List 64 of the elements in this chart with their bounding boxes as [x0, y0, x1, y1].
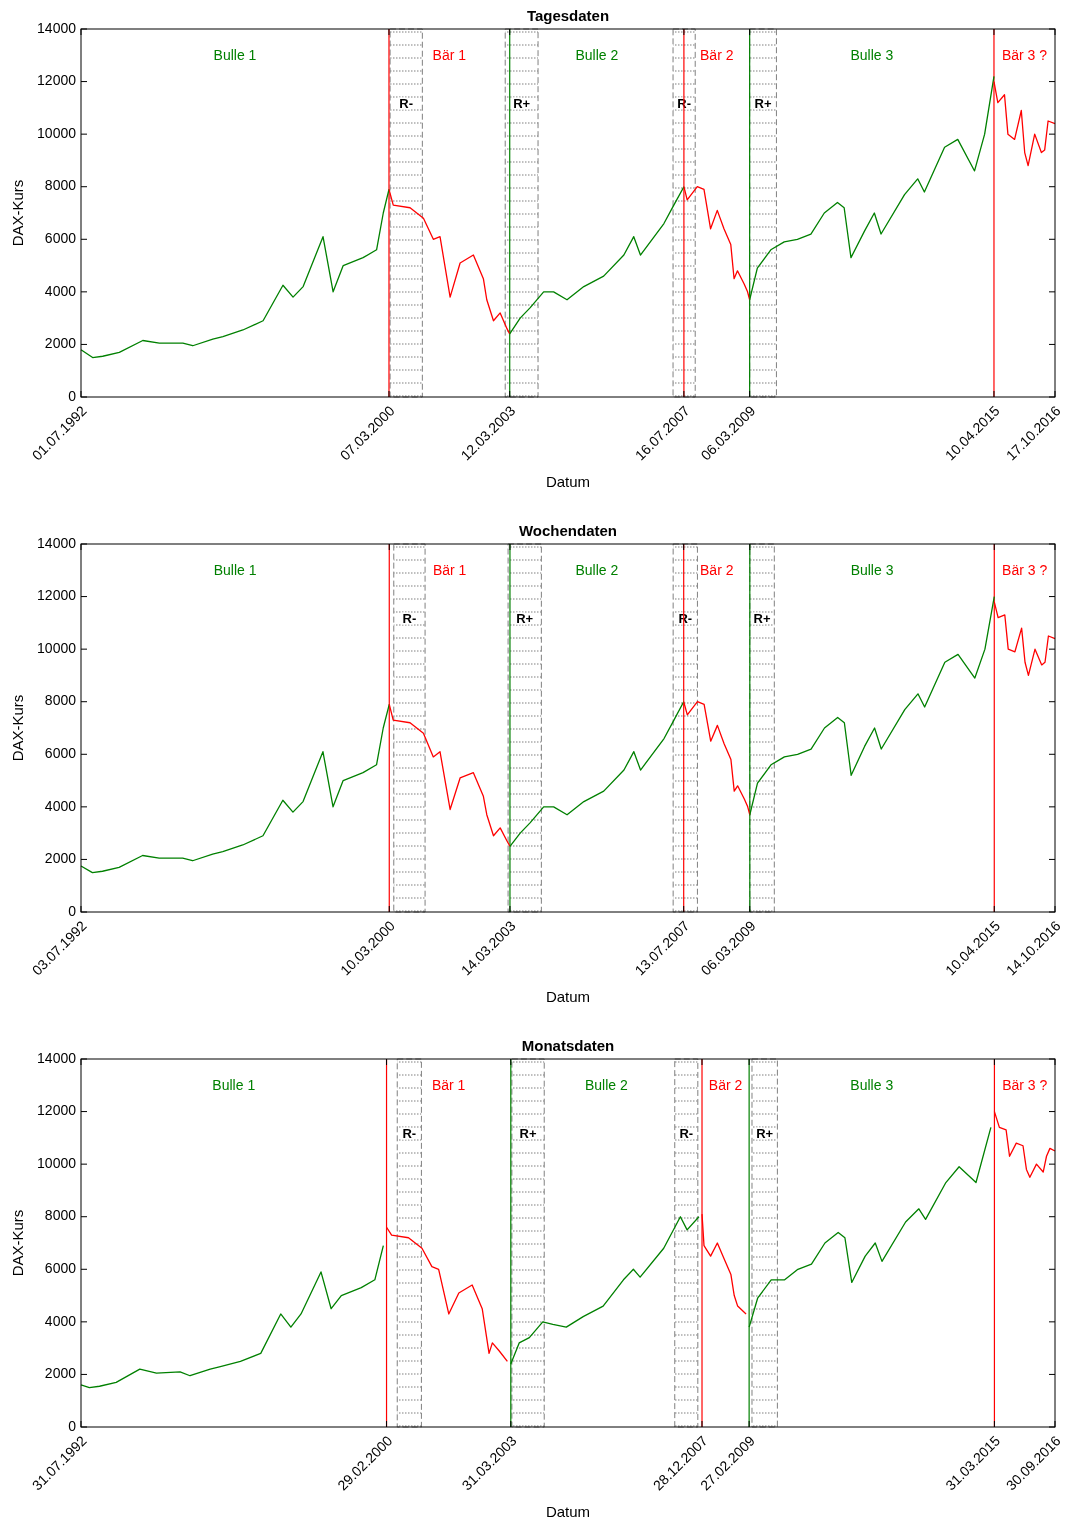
line-series	[80, 703, 390, 874]
y-tick-label: 14000	[37, 19, 77, 36]
y-tick-label: 12000	[37, 72, 77, 89]
annotation: Bulle 2	[575, 561, 619, 578]
annotation: Bär 2	[700, 46, 734, 63]
annotation: Bär 3 ?	[1002, 1076, 1048, 1093]
band-label: R+	[754, 96, 772, 112]
y-tick-label: 0	[68, 1417, 77, 1434]
y-tick-label: 8000	[44, 692, 77, 709]
y-tick-label: 6000	[44, 229, 77, 246]
annotation: Bär 2	[708, 1076, 743, 1093]
annotation: Bulle 3	[850, 1076, 894, 1093]
line-series	[80, 188, 390, 359]
chart-title: Tagesdaten	[526, 7, 610, 24]
x-axis-title: Datum	[545, 988, 591, 1005]
chart-title: Monatsdaten	[521, 1037, 615, 1054]
annotation: Bär 1	[431, 1076, 466, 1093]
y-tick-label: 10000	[37, 1154, 77, 1171]
y-tick-label: 4000	[44, 282, 77, 299]
y-tick-label: 4000	[44, 1312, 77, 1329]
band-label: R-	[399, 96, 414, 112]
annotation: Bulle 1	[213, 46, 257, 63]
y-tick-label: 10000	[37, 124, 77, 141]
band-label: R+	[519, 1126, 537, 1142]
x-axis-title: Datum	[545, 473, 591, 490]
y-axis-title: DAX-Kurs	[9, 694, 26, 762]
annotation: Bulle 1	[213, 561, 257, 578]
band-label: R-	[402, 611, 417, 627]
y-axis-title: DAX-Kurs	[9, 179, 26, 247]
y-tick-label: 2000	[44, 1365, 77, 1382]
band-label: R+	[756, 1126, 774, 1142]
y-tick-label: 14000	[37, 534, 77, 551]
y-tick-label: 0	[68, 387, 77, 404]
band-label: R+	[516, 611, 534, 627]
y-tick-label: 8000	[44, 1207, 77, 1224]
annotation: Bulle 2	[575, 46, 619, 63]
annotation: Bulle 3	[850, 46, 894, 63]
annotation: Bär 3 ?	[1002, 561, 1048, 578]
x-axis-title: Datum	[545, 1503, 591, 1520]
y-tick-label: 2000	[44, 850, 77, 867]
y-tick-label: 2000	[44, 335, 77, 352]
annotation: Bär 1	[432, 46, 467, 63]
y-tick-label: 10000	[37, 639, 77, 656]
band-label: R+	[513, 96, 531, 112]
y-tick-label: 12000	[37, 1102, 77, 1119]
band-label: R-	[402, 1126, 417, 1142]
y-tick-label: 4000	[44, 797, 77, 814]
y-tick-label: 6000	[44, 744, 77, 761]
band-label: R+	[753, 611, 771, 627]
annotation: Bär 3 ?	[1001, 46, 1048, 63]
y-tick-label: 6000	[44, 1259, 77, 1276]
annotation: Bulle 3	[850, 561, 894, 578]
y-tick-label: 12000	[37, 587, 77, 604]
y-tick-label: 8000	[44, 177, 77, 194]
annotation: Bulle 1	[212, 1076, 256, 1093]
y-tick-label: 14000	[37, 1049, 77, 1066]
annotation: Bär 2	[700, 561, 734, 578]
y-tick-label: 0	[68, 902, 77, 919]
annotation: Bulle 2	[584, 1076, 629, 1093]
line-series	[80, 1244, 384, 1389]
band-label: R-	[679, 1126, 694, 1142]
chart-title: Wochendaten	[518, 522, 618, 539]
annotation: Bär 1	[432, 561, 467, 578]
y-axis-title: DAX-Kurs	[9, 1209, 26, 1277]
